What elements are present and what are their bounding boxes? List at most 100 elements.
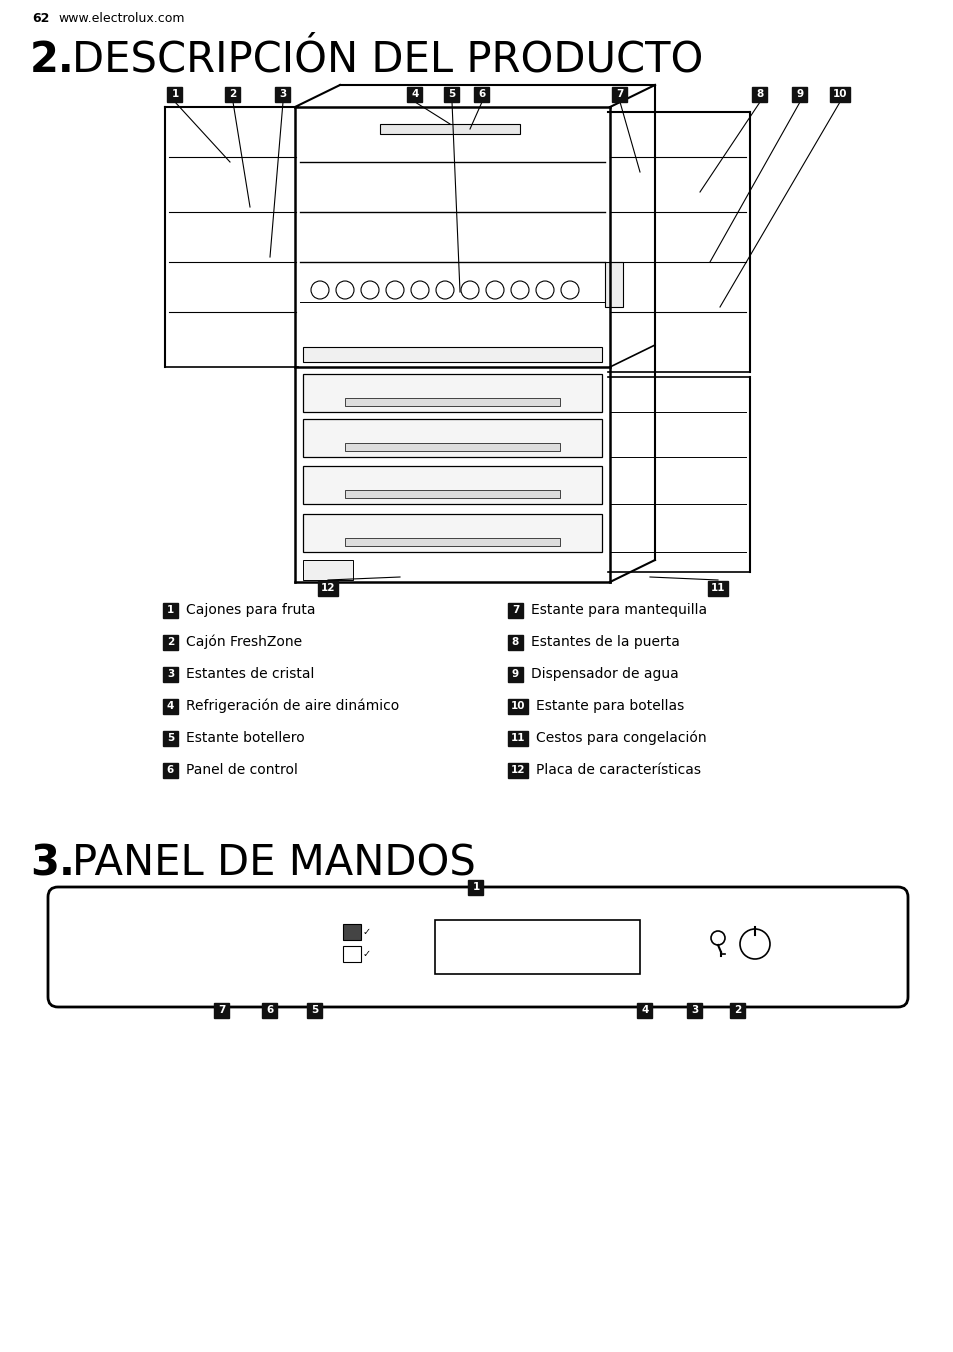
FancyBboxPatch shape — [48, 887, 907, 1007]
Text: 7: 7 — [511, 604, 518, 615]
Text: Refrigeración de aire dinámico: Refrigeración de aire dinámico — [186, 699, 399, 714]
Text: 6: 6 — [266, 1005, 274, 1015]
FancyBboxPatch shape — [225, 87, 240, 101]
FancyBboxPatch shape — [407, 87, 422, 101]
Bar — [345, 489, 559, 498]
Text: 4: 4 — [640, 1005, 648, 1015]
Text: Estante botellero: Estante botellero — [186, 731, 304, 745]
Text: 9: 9 — [512, 669, 518, 679]
Text: 3.: 3. — [30, 842, 74, 884]
Bar — [379, 124, 519, 134]
FancyBboxPatch shape — [214, 1002, 230, 1018]
FancyBboxPatch shape — [307, 1002, 322, 1018]
FancyBboxPatch shape — [507, 667, 522, 681]
Text: −: − — [647, 938, 662, 956]
Text: 5: 5 — [167, 733, 174, 744]
Text: 10: 10 — [832, 89, 846, 99]
FancyBboxPatch shape — [474, 87, 489, 101]
FancyBboxPatch shape — [163, 603, 178, 618]
Text: 3 Sec: 3 Sec — [769, 949, 796, 959]
Text: 12: 12 — [510, 765, 525, 775]
Bar — [604, 262, 622, 307]
Text: 7: 7 — [218, 1005, 226, 1015]
Text: 9: 9 — [796, 89, 802, 99]
Bar — [303, 375, 601, 412]
Text: Estante para botellas: Estante para botellas — [536, 699, 683, 713]
Text: 1: 1 — [472, 882, 479, 892]
Text: 62: 62 — [32, 12, 50, 24]
Text: Estantes de la puerta: Estantes de la puerta — [531, 635, 679, 649]
Text: 5: 5 — [448, 89, 456, 99]
Text: 6: 6 — [167, 765, 174, 775]
Text: Panel de control: Panel de control — [186, 763, 297, 777]
Text: Estantes de cristal: Estantes de cristal — [186, 667, 314, 681]
FancyBboxPatch shape — [275, 87, 291, 101]
Bar — [303, 560, 353, 580]
FancyBboxPatch shape — [707, 580, 727, 595]
FancyBboxPatch shape — [163, 667, 178, 681]
Text: 12: 12 — [320, 583, 335, 594]
Text: 11: 11 — [710, 583, 724, 594]
Text: 6: 6 — [477, 89, 485, 99]
Bar — [303, 514, 601, 552]
Text: 8: 8 — [756, 89, 762, 99]
Bar — [345, 443, 559, 452]
Text: 2: 2 — [734, 1005, 740, 1015]
FancyBboxPatch shape — [168, 87, 182, 101]
FancyBboxPatch shape — [163, 763, 178, 777]
Text: Dispensador de agua: Dispensador de agua — [531, 667, 678, 681]
FancyBboxPatch shape — [612, 87, 627, 101]
FancyBboxPatch shape — [507, 603, 522, 618]
FancyBboxPatch shape — [687, 1002, 701, 1018]
Text: PANEL DE MANDOS: PANEL DE MANDOS — [71, 842, 476, 884]
FancyBboxPatch shape — [444, 87, 459, 101]
Text: 1: 1 — [167, 604, 174, 615]
Text: Placa de características: Placa de características — [536, 763, 700, 777]
Text: Cajón FreshZone: Cajón FreshZone — [186, 634, 302, 649]
Text: 2: 2 — [167, 637, 174, 648]
Text: Estante para mantequilla: Estante para mantequilla — [531, 603, 706, 617]
Text: +: + — [647, 913, 661, 932]
Text: Mode: Mode — [294, 941, 323, 950]
Text: 5: 5 — [311, 1005, 318, 1015]
Text: 7: 7 — [616, 89, 623, 99]
Text: 2: 2 — [229, 89, 236, 99]
Text: www.electrolux.com: www.electrolux.com — [58, 12, 184, 24]
FancyBboxPatch shape — [262, 1002, 277, 1018]
Bar — [303, 419, 601, 457]
FancyBboxPatch shape — [637, 1002, 652, 1018]
Text: 4: 4 — [167, 700, 174, 711]
Text: ✓: ✓ — [363, 949, 371, 959]
Text: 10: 10 — [510, 700, 525, 711]
Text: 11: 11 — [510, 733, 525, 744]
FancyBboxPatch shape — [507, 730, 527, 745]
Text: DESCRIPCIÓN DEL PRODUCTO: DESCRIPCIÓN DEL PRODUCTO — [71, 39, 702, 81]
FancyBboxPatch shape — [507, 699, 527, 714]
Text: 3: 3 — [691, 1005, 698, 1015]
Text: 4: 4 — [411, 89, 418, 99]
Bar — [345, 397, 559, 406]
Text: Cestos para congelación: Cestos para congelación — [536, 730, 706, 745]
Bar — [343, 946, 360, 963]
Bar — [303, 466, 601, 504]
Text: 1: 1 — [172, 89, 178, 99]
FancyBboxPatch shape — [163, 634, 178, 649]
FancyBboxPatch shape — [468, 880, 483, 895]
FancyBboxPatch shape — [792, 87, 806, 101]
FancyBboxPatch shape — [752, 87, 767, 101]
Bar — [345, 538, 559, 546]
Text: ✓: ✓ — [363, 927, 371, 937]
Bar — [343, 923, 360, 940]
FancyBboxPatch shape — [507, 763, 527, 777]
Text: 8: 8 — [512, 637, 518, 648]
FancyBboxPatch shape — [163, 730, 178, 745]
Text: 2.: 2. — [30, 39, 74, 81]
Bar — [303, 347, 601, 362]
Bar — [435, 919, 639, 973]
Text: Cajones para fruta: Cajones para fruta — [186, 603, 315, 617]
FancyBboxPatch shape — [829, 87, 849, 101]
FancyBboxPatch shape — [163, 699, 178, 714]
Text: 3: 3 — [279, 89, 286, 99]
FancyBboxPatch shape — [730, 1002, 744, 1018]
FancyBboxPatch shape — [317, 580, 337, 595]
